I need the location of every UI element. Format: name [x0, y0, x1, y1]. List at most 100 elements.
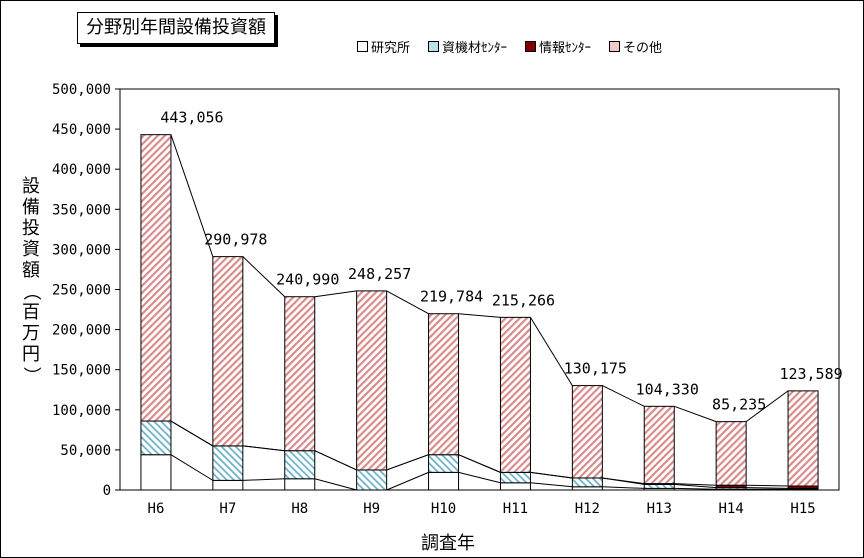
legend-label-research: 研究所 — [371, 41, 411, 56]
research-segment — [428, 471, 460, 491]
other-segment — [428, 313, 460, 456]
other-segment — [499, 316, 531, 473]
legend-item-equipment: 資機材ｾﾝﾀｰ — [428, 37, 507, 56]
x-tick-label: H12 — [575, 501, 600, 517]
total-data-label: 123,589 — [779, 365, 842, 383]
total-data-label: 443,056 — [160, 109, 223, 127]
info-top-line — [674, 483, 717, 486]
total-data-label: 215,266 — [492, 291, 555, 309]
y-tick-label: 100,000 — [52, 403, 111, 419]
total-line — [745, 390, 789, 423]
info-top-line — [746, 484, 789, 487]
legend: 研究所 資機材ｾﾝﾀｰ 情報ｾﾝﾀｰ その他 — [357, 37, 662, 56]
total-line — [242, 256, 286, 298]
x-tick-label: H13 — [647, 501, 672, 517]
total-line — [314, 290, 357, 298]
y-tick-label: 0 — [103, 483, 111, 499]
other-segment — [571, 385, 603, 479]
info-top-line — [386, 454, 429, 471]
equipment-segment — [499, 471, 531, 484]
chart-title: 分野別年間設備投資額 — [77, 12, 275, 44]
total-line — [458, 313, 501, 318]
research-top-line — [386, 471, 429, 491]
research-top-line — [170, 454, 214, 481]
other-segment — [787, 390, 819, 487]
y-axis-label-char: 備 — [22, 197, 40, 218]
y-axis-label: 設備投資額（百万円） — [19, 176, 43, 386]
y-tick-label: 450,000 — [52, 122, 111, 138]
total-line — [170, 134, 214, 257]
y-axis-label-char: 万 — [22, 323, 40, 344]
y-tick-label: 300,000 — [52, 242, 111, 258]
total-line — [386, 290, 429, 315]
info-top-line — [458, 454, 501, 473]
equipment-segment — [284, 450, 316, 480]
research-segment — [212, 479, 244, 491]
y-tick-label: 400,000 — [52, 162, 111, 178]
legend-item-research: 研究所 — [357, 37, 410, 56]
info-top-line — [314, 450, 357, 471]
other-segment — [715, 421, 747, 486]
other-segment — [212, 256, 244, 447]
y-axis-label-char: 投 — [22, 218, 40, 239]
legend-swatch-other — [609, 41, 621, 52]
equipment-segment — [356, 469, 388, 491]
equipment-segment — [571, 477, 603, 488]
x-tick-label: H10 — [431, 501, 456, 517]
research-top-line — [674, 487, 717, 490]
info-top-line — [602, 477, 645, 485]
total-data-label: 240,990 — [276, 271, 339, 289]
legend-label-equipment: 資機材ｾﾝﾀｰ — [442, 41, 508, 56]
info-top-line — [530, 471, 573, 479]
equipment-top-line — [674, 483, 717, 489]
research-segment — [499, 482, 531, 491]
y-tick-label: 250,000 — [52, 283, 111, 299]
research-top-line — [530, 482, 573, 488]
other-segment — [356, 290, 388, 471]
research-top-line — [602, 486, 645, 489]
y-axis-label-char: 百 — [22, 302, 40, 323]
equipment-top-line — [746, 487, 789, 489]
research-segment — [284, 478, 316, 491]
legend-swatch-research — [357, 41, 368, 52]
other-segment — [140, 134, 172, 422]
legend-item-info: 情報ｾﾝﾀｰ — [525, 37, 591, 56]
total-data-label: 104,330 — [636, 380, 699, 398]
y-axis-label-char: 円 — [22, 344, 40, 365]
x-tick-label: H8 — [291, 501, 308, 517]
total-data-label: 248,257 — [348, 265, 411, 283]
y-axis-label-char: 額 — [22, 260, 40, 281]
x-tick-label: H11 — [503, 501, 528, 517]
equipment-segment — [428, 454, 460, 473]
total-line — [530, 317, 573, 386]
total-data-label: 85,235 — [712, 396, 766, 414]
equipment-segment — [643, 483, 675, 489]
y-axis-label-char: 資 — [22, 239, 40, 260]
total-data-label: 130,175 — [564, 360, 627, 378]
other-segment — [284, 296, 316, 452]
info-top-line — [242, 445, 285, 452]
y-tick-label: 500,000 — [52, 82, 111, 98]
total-line — [674, 405, 717, 423]
y-tick-label: 350,000 — [52, 202, 111, 218]
y-axis-label-char: 設 — [22, 176, 40, 197]
x-tick-label: H7 — [219, 501, 236, 517]
legend-label-info: 情報ｾﾝﾀｰ — [539, 41, 592, 56]
info-top-line — [170, 420, 214, 447]
x-tick-label: H6 — [148, 501, 165, 517]
research-top-line — [458, 471, 501, 484]
research-top-line — [314, 478, 357, 491]
other-segment — [643, 405, 675, 485]
x-axis-label: 調査年 — [421, 533, 475, 554]
total-data-label: 290,978 — [204, 231, 267, 249]
total-line — [602, 385, 645, 407]
equipment-segment — [140, 420, 172, 456]
x-tick-label: H15 — [790, 501, 815, 517]
x-tick-label: H9 — [363, 501, 380, 517]
y-tick-label: 50,000 — [60, 443, 111, 459]
legend-swatch-info — [525, 41, 537, 52]
legend-label-other: その他 — [623, 41, 663, 56]
research-segment — [140, 454, 172, 491]
